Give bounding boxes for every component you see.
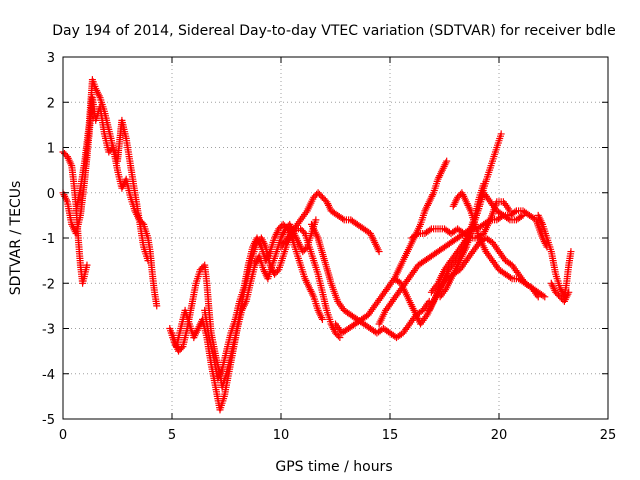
x-tick-label-1: 5 [168, 428, 176, 443]
point [273, 267, 281, 275]
point [506, 260, 514, 268]
point [443, 157, 451, 165]
y-tick-labels: -5 -4 -3 -2 -1 0 1 2 3 [42, 51, 55, 428]
y-axis-title: SDTVAR / TECUs [8, 181, 24, 296]
x-tick-label-2: 10 [273, 428, 290, 443]
point [397, 330, 405, 338]
series-track-15 [436, 189, 527, 301]
point [539, 292, 547, 300]
series-track-3 [72, 76, 152, 265]
series-track-12 [408, 198, 514, 242]
point [519, 211, 527, 219]
chart-title: Day 194 of 2014, Sidereal Day-to-day VTE… [52, 23, 616, 39]
x-tick-label-0: 0 [59, 428, 67, 443]
point [312, 216, 320, 224]
point [334, 332, 342, 340]
point [541, 293, 549, 301]
point [426, 226, 434, 234]
point [318, 315, 326, 323]
x-tick-labels: 0 5 10 15 20 25 [59, 428, 616, 443]
point [497, 130, 505, 138]
y-tick-label-2: -3 [42, 323, 55, 338]
point [511, 208, 519, 216]
series-track-16 [449, 189, 542, 301]
series-track-6 [201, 220, 326, 382]
point [480, 180, 488, 188]
axis-ticks [62, 56, 609, 420]
point [375, 248, 383, 256]
point [144, 257, 152, 265]
point [339, 215, 347, 223]
point [517, 213, 525, 220]
y-tick-label-0: -5 [42, 413, 55, 428]
grid [63, 57, 608, 419]
point [413, 231, 421, 239]
y-tick-label-7: 2 [47, 96, 55, 111]
point [153, 302, 161, 310]
point [534, 293, 542, 301]
point [300, 228, 307, 236]
point [567, 248, 575, 256]
series-track-7 [277, 189, 383, 256]
y-tick-label-5: 0 [47, 187, 55, 202]
point [83, 261, 91, 269]
point [336, 334, 344, 342]
point [177, 344, 185, 352]
series-track-18 [547, 279, 573, 305]
y-tick-label-1: -4 [42, 368, 55, 383]
y-tick-label-8: 3 [47, 51, 55, 66]
series-track-2 [59, 148, 91, 287]
point [565, 288, 573, 296]
point [506, 274, 514, 282]
x-axis-title: GPS time / hours [275, 459, 392, 475]
point [506, 207, 514, 215]
x-tick-label-3: 15 [382, 428, 399, 443]
data-points [59, 76, 575, 414]
y-tick-label-4: -1 [42, 232, 55, 247]
y-tick-label-3: -2 [42, 277, 55, 292]
y-tick-label-6: 1 [47, 142, 55, 157]
x-tick-label-4: 20 [491, 428, 508, 443]
point [302, 245, 310, 253]
x-tick-label-5: 25 [600, 428, 617, 443]
series-track-17 [534, 211, 575, 301]
point [504, 215, 512, 223]
